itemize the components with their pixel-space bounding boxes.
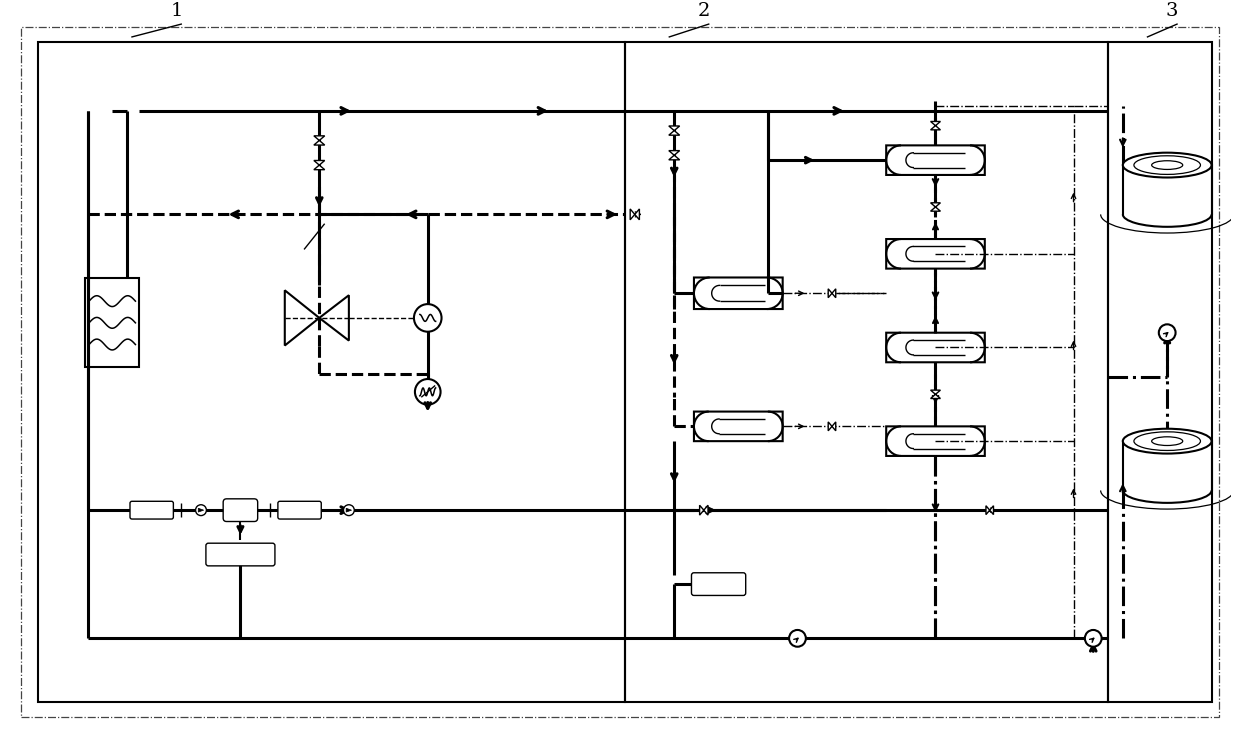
Ellipse shape bbox=[1133, 432, 1200, 450]
Polygon shape bbox=[699, 505, 704, 515]
Polygon shape bbox=[319, 295, 348, 340]
Polygon shape bbox=[314, 141, 325, 145]
FancyBboxPatch shape bbox=[887, 239, 985, 269]
FancyBboxPatch shape bbox=[206, 543, 275, 566]
Polygon shape bbox=[986, 506, 990, 515]
Polygon shape bbox=[314, 136, 325, 141]
Ellipse shape bbox=[1133, 156, 1200, 174]
Polygon shape bbox=[828, 289, 832, 298]
Bar bbox=[86, 278, 139, 367]
FancyBboxPatch shape bbox=[887, 146, 985, 175]
FancyBboxPatch shape bbox=[278, 501, 321, 519]
Circle shape bbox=[196, 505, 206, 515]
Bar bbox=[38, 42, 625, 703]
FancyBboxPatch shape bbox=[130, 501, 174, 519]
Text: 2: 2 bbox=[698, 2, 711, 20]
Ellipse shape bbox=[1123, 429, 1211, 454]
Polygon shape bbox=[930, 122, 940, 126]
Polygon shape bbox=[828, 422, 832, 431]
Circle shape bbox=[1085, 630, 1101, 646]
Polygon shape bbox=[930, 395, 940, 398]
FancyBboxPatch shape bbox=[692, 572, 745, 595]
Polygon shape bbox=[198, 508, 203, 512]
Polygon shape bbox=[314, 160, 325, 165]
Polygon shape bbox=[930, 207, 940, 212]
Polygon shape bbox=[314, 165, 325, 170]
FancyBboxPatch shape bbox=[223, 498, 258, 521]
Polygon shape bbox=[704, 505, 708, 515]
Circle shape bbox=[415, 379, 440, 405]
Ellipse shape bbox=[1123, 153, 1211, 178]
Polygon shape bbox=[285, 291, 319, 346]
Circle shape bbox=[789, 630, 806, 646]
Ellipse shape bbox=[1152, 437, 1183, 446]
FancyBboxPatch shape bbox=[694, 277, 782, 309]
Bar bbox=[1109, 42, 1211, 703]
Polygon shape bbox=[346, 508, 352, 512]
Polygon shape bbox=[930, 126, 940, 130]
Polygon shape bbox=[930, 203, 940, 207]
Polygon shape bbox=[668, 151, 680, 155]
FancyBboxPatch shape bbox=[887, 333, 985, 362]
Bar bbox=[625, 42, 1109, 703]
Circle shape bbox=[1159, 324, 1176, 341]
Ellipse shape bbox=[1152, 161, 1183, 169]
FancyBboxPatch shape bbox=[887, 426, 985, 456]
Circle shape bbox=[343, 505, 355, 515]
Polygon shape bbox=[668, 130, 680, 135]
Polygon shape bbox=[635, 209, 640, 220]
Polygon shape bbox=[630, 209, 635, 220]
Polygon shape bbox=[668, 126, 680, 130]
Polygon shape bbox=[832, 422, 836, 431]
Polygon shape bbox=[930, 390, 940, 395]
Text: 3: 3 bbox=[1166, 2, 1178, 20]
FancyBboxPatch shape bbox=[694, 411, 782, 441]
Circle shape bbox=[414, 304, 441, 332]
Polygon shape bbox=[990, 506, 993, 515]
Polygon shape bbox=[832, 289, 836, 298]
Polygon shape bbox=[668, 155, 680, 160]
Text: 1: 1 bbox=[170, 2, 182, 20]
